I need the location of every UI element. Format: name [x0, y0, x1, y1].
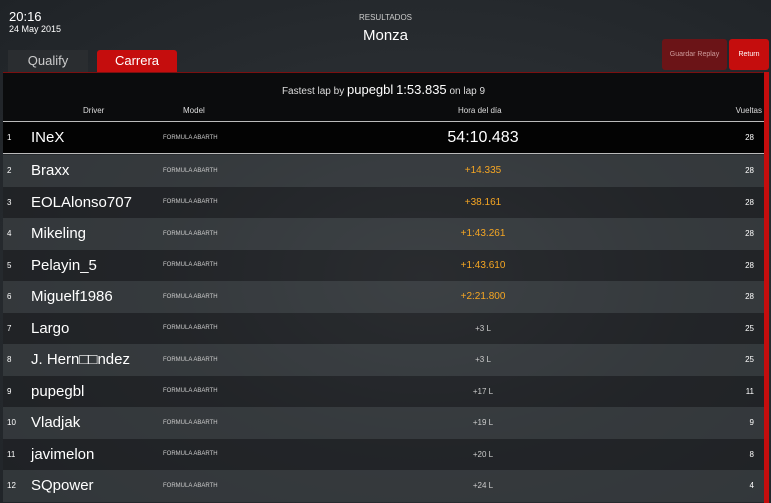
car-model: FORMULA ABARTH [163, 419, 218, 426]
lap-count: 4 [749, 481, 754, 491]
position: 6 [7, 292, 12, 302]
column-time[interactable]: Hora del día [458, 106, 502, 115]
time-gap: +2:21.800 [460, 291, 506, 303]
time-gap: +1:43.610 [460, 259, 506, 271]
page-title: Monza [362, 27, 409, 44]
driver-name: Miguelf1986 [31, 288, 113, 306]
table-row[interactable]: 4 Mikeling FORMULA ABARTH +1:43.261 28 [3, 218, 764, 250]
car-model: FORMULA ABARTH [163, 167, 218, 174]
driver-name: EOLAlonso707 [31, 193, 132, 211]
time-gap: +3 L [475, 323, 491, 333]
column-laps[interactable]: Vueltas [735, 106, 762, 115]
lap-count: 28 [745, 197, 754, 207]
position: 5 [7, 260, 12, 270]
time-gap: +19 L [472, 418, 494, 428]
position: 10 [7, 418, 16, 428]
car-model: FORMULA ABARTH [163, 230, 218, 237]
lap-count: 25 [745, 323, 754, 333]
car-model: FORMULA ABARTH [163, 388, 218, 395]
time-gap: +1:43.261 [460, 228, 506, 240]
page-subtitle: RESULTADOS [358, 13, 413, 22]
driver-name: SQpower [31, 477, 94, 495]
driver-name: pupegbl [31, 382, 85, 400]
fastest-driver: pupegbl [347, 82, 394, 97]
time-gap: 54:10.483 [447, 128, 519, 146]
driver-name: Pelayin_5 [31, 256, 97, 274]
lap-count: 11 [745, 386, 754, 396]
driver-name: Vladjak [31, 414, 81, 432]
table-row[interactable]: 5 Pelayin_5 FORMULA ABARTH +1:43.610 28 [3, 249, 764, 281]
driver-name: J. Hern□□ndez [31, 351, 130, 369]
column-model[interactable]: Model [183, 106, 205, 115]
position: 8 [7, 355, 12, 365]
table-row[interactable]: 3 EOLAlonso707 FORMULA ABARTH +38.161 28 [3, 186, 764, 218]
fastest-time: 1:53.835 [396, 82, 447, 97]
car-model: FORMULA ABARTH [163, 134, 218, 141]
tab-qualify[interactable]: Qualify [8, 50, 88, 72]
position: 9 [7, 386, 12, 396]
car-model: FORMULA ABARTH [163, 356, 218, 363]
save-replay-button[interactable]: Guardar Replay [662, 39, 727, 70]
clock-time: 20:16 [9, 9, 42, 24]
car-model: FORMULA ABARTH [163, 293, 218, 300]
car-model: FORMULA ABARTH [163, 199, 218, 206]
car-model: FORMULA ABARTH [163, 482, 218, 489]
divider [3, 72, 763, 73]
time-gap: +24 L [472, 481, 494, 491]
lap-count: 28 [745, 292, 754, 302]
results-header: Fastest lap by pupegbl 1:53.835 on lap 9… [3, 73, 764, 122]
table-row[interactable]: 7 Largo FORMULA ABARTH +3 L 25 [3, 312, 764, 344]
car-model: FORMULA ABARTH [163, 262, 218, 269]
time-gap: +17 L [472, 386, 494, 396]
lap-count: 8 [749, 449, 754, 459]
scrollbar[interactable] [764, 72, 769, 503]
position: 1 [7, 133, 12, 142]
time-gap: +38.161 [464, 196, 502, 208]
lap-count: 28 [745, 229, 754, 239]
return-button[interactable]: Return [729, 39, 769, 70]
table-row[interactable]: 10 Vladjak FORMULA ABARTH +19 L 9 [3, 407, 764, 439]
lap-count: 28 [745, 166, 754, 176]
table-row[interactable]: 2 Braxx FORMULA ABARTH +14.335 28 [3, 155, 764, 187]
table-row[interactable]: 11 javimelon FORMULA ABARTH +20 L 8 [3, 438, 764, 470]
driver-name: Largo [31, 319, 70, 337]
clock-date: 24 May 2015 [9, 24, 62, 34]
time-gap: +14.335 [464, 165, 502, 177]
position: 3 [7, 197, 12, 207]
time-gap: +20 L [472, 449, 494, 459]
position: 2 [7, 166, 12, 176]
lap-count: 25 [745, 355, 754, 365]
fastest-lap: Fastest lap by pupegbl 1:53.835 on lap 9 [281, 82, 486, 97]
car-model: FORMULA ABARTH [163, 325, 218, 332]
position: 12 [7, 481, 16, 491]
time-gap: +3 L [475, 355, 491, 365]
table-row[interactable]: 8 J. Hern□□ndez FORMULA ABARTH +3 L 25 [3, 344, 764, 376]
lap-count: 28 [745, 260, 754, 270]
position: 4 [7, 229, 12, 239]
lap-count: 9 [749, 418, 754, 428]
table-row[interactable]: 9 pupegbl FORMULA ABARTH +17 L 11 [3, 375, 764, 407]
table-row[interactable]: 12 SQpower FORMULA ABARTH +24 L 4 [3, 470, 764, 502]
driver-name: INeX [31, 129, 65, 146]
lap-count: 28 [745, 133, 754, 142]
column-driver[interactable]: Driver [83, 106, 105, 115]
position: 11 [7, 449, 16, 459]
car-model: FORMULA ABARTH [163, 451, 218, 458]
table-row[interactable]: 1 INeX FORMULA ABARTH 54:10.483 28 [3, 121, 764, 154]
table-row[interactable]: 6 Miguelf1986 FORMULA ABARTH +2:21.800 2… [3, 281, 764, 313]
driver-name: Braxx [31, 162, 70, 180]
position: 7 [7, 323, 12, 333]
driver-name: Mikeling [31, 225, 87, 243]
driver-name: javimelon [31, 445, 95, 463]
tab-carrera[interactable]: Carrera [97, 50, 177, 72]
